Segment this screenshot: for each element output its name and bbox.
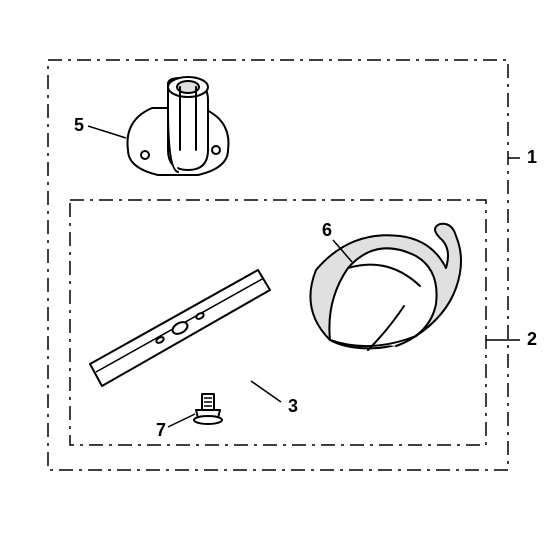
- discharge-chute: [310, 224, 461, 350]
- blade: [90, 270, 270, 386]
- callout-3: 3: [288, 396, 298, 416]
- callout-7: 7: [156, 420, 166, 440]
- blade-holder: [128, 77, 229, 175]
- callout-1: 1: [527, 147, 537, 167]
- parts-diagram: 1 2 3 5 6 7: [0, 0, 560, 560]
- callout-6: 6: [322, 220, 332, 240]
- bolt: [194, 394, 222, 424]
- callout-2: 2: [527, 329, 537, 349]
- callout-5: 5: [74, 115, 84, 135]
